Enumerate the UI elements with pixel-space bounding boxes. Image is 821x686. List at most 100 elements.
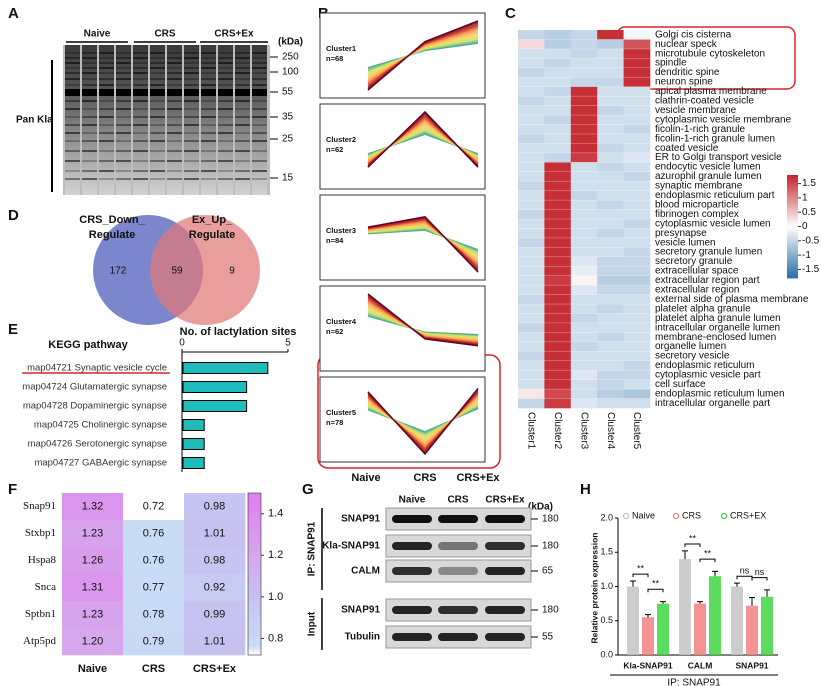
heatmap-cell: [544, 398, 572, 409]
heatmap-cell: [544, 379, 572, 390]
heatmap-cell: [597, 256, 624, 267]
colorbar-label: 1.4: [268, 508, 283, 520]
colorbar-step: [787, 226, 798, 229]
cluster-profile: [367, 293, 479, 347]
bar: [182, 400, 248, 412]
blot-band: [99, 57, 114, 59]
heatmap-cell: [597, 86, 624, 97]
blot-band: [82, 140, 97, 142]
blot-band: [65, 150, 80, 152]
blot-band: [167, 178, 182, 180]
blot-band: [99, 160, 114, 162]
blot-band: [116, 84, 131, 86]
heatmap-cell: [518, 58, 545, 69]
colorbar-step: [787, 245, 798, 248]
row-label: platelet alpha granule lumen: [655, 313, 781, 324]
blot-band: [82, 72, 97, 74]
colorbar-step: [248, 511, 261, 515]
bar: [627, 586, 639, 655]
blot-band: [167, 78, 182, 80]
blot-band: [65, 78, 80, 80]
heatmap-cell: [518, 237, 545, 248]
colorbar-step: [248, 644, 261, 648]
bar: [182, 362, 269, 374]
blot-band: [65, 116, 80, 118]
colorbar-step: [248, 574, 261, 578]
cell-label: 0.76: [143, 554, 164, 566]
colorbar-step: [787, 259, 798, 262]
heatmap-cell: [597, 370, 624, 380]
blot-band: [65, 124, 80, 126]
bar: [182, 438, 205, 450]
colorbar-step: [787, 199, 798, 202]
blot-band: [99, 124, 114, 126]
heatmap-cell: [518, 30, 545, 40]
row-label: clathrin-coated vesicle: [655, 96, 754, 107]
blot-lane: [252, 45, 267, 195]
error-bar: [734, 582, 740, 587]
heatmap-cell: [597, 200, 624, 210]
heatmap-cell: [597, 275, 624, 286]
blot-band: [82, 62, 97, 64]
colorbar-label: 1.0: [268, 591, 283, 603]
colorbar-step: [248, 506, 261, 510]
colorbar-step: [248, 536, 261, 540]
colorbar-step: [787, 247, 798, 250]
heatmap-cell: [597, 133, 624, 144]
heatmap-cell: [570, 228, 598, 239]
colorbar-step: [248, 646, 261, 650]
heatmap-cell: [544, 285, 572, 295]
blot-band: [235, 89, 250, 96]
blot-band: [485, 542, 525, 550]
blot-band: [116, 150, 131, 152]
colorbar-step: [787, 248, 798, 251]
heatmap-cell: [62, 628, 124, 656]
row-label: membrane-enclosed lumen: [655, 332, 776, 343]
colorbar-step: [787, 262, 798, 265]
blot-band: [184, 124, 199, 126]
heatmap-cell: [623, 398, 651, 409]
heatmap-cell: [623, 143, 651, 154]
blot-band: [116, 170, 131, 172]
sig-label: **: [689, 533, 697, 543]
panel-label: H: [580, 481, 591, 498]
row-label: ER to Golgi transport vesicle: [655, 152, 782, 163]
blot-band: [167, 132, 182, 134]
heatmap-cell: [623, 190, 651, 201]
colorbar-step: [248, 622, 261, 626]
blot-band: [252, 132, 267, 134]
heatmap-cell: [518, 351, 545, 362]
blot-band: [184, 62, 199, 64]
row-label: apical plasma membrane: [655, 86, 767, 97]
blot-band: [116, 140, 131, 142]
unit-label: (kDa): [278, 37, 303, 48]
heatmap-cell: [518, 398, 545, 409]
blot-band: [235, 100, 250, 102]
heatmap-cell: [544, 332, 572, 343]
blot-lane: [133, 45, 148, 195]
heatmap-cell: [570, 200, 598, 210]
legend-marker: [672, 512, 680, 520]
heatmap-cell: [544, 190, 572, 201]
heatmap-cell: [570, 219, 598, 229]
colorbar-label: -0.5: [802, 235, 820, 246]
blot-band: [167, 89, 182, 96]
blot-band: [65, 72, 80, 74]
row-label: Hspa8: [28, 554, 57, 566]
blot-band: [167, 170, 182, 172]
blot-band: [201, 160, 216, 162]
row-label: external side of plasma membrane: [655, 294, 809, 305]
cell-label: 1.26: [82, 554, 103, 566]
blot-band: [150, 160, 165, 162]
blot-band: [65, 67, 80, 69]
colorbar-step: [248, 633, 261, 637]
heatmap-cell: [123, 574, 185, 602]
blot-band: [65, 140, 80, 142]
blot-band: [218, 52, 233, 54]
panel-label: E: [8, 321, 18, 338]
blot-band: [133, 72, 148, 74]
column-label: CRS: [142, 663, 165, 675]
row-label: organelle lumen: [655, 341, 726, 352]
heatmap-cell: [597, 58, 624, 69]
